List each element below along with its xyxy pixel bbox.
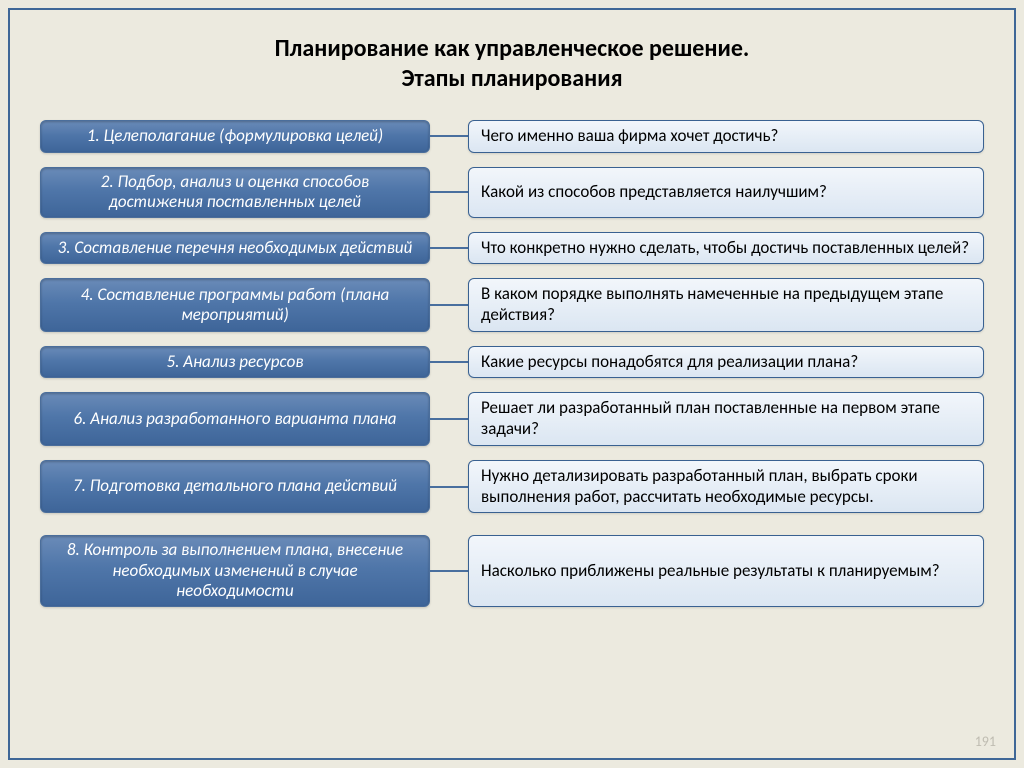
question-box: Насколько приближены реальные результаты… <box>468 535 984 606</box>
slide-number: 191 <box>975 733 996 750</box>
question-box: Нужно детализировать разработанный план,… <box>468 460 984 513</box>
question-text: Какой из способов представляется наилучш… <box>481 182 827 203</box>
stage-row: 1. Целеполагание (формулировка целей) Че… <box>40 120 984 153</box>
stage-label: 7. Подготовка детального плана действий <box>73 476 397 496</box>
connector <box>430 232 468 265</box>
stage-box: 8. Контроль за выполнением плана, внесен… <box>40 535 430 606</box>
question-box: В каком порядке выполнять намеченные на … <box>468 278 984 331</box>
question-box: Какой из способов представляется наилучш… <box>468 167 984 218</box>
question-text: В каком порядке выполнять намеченные на … <box>481 284 971 325</box>
stage-label: 5. Анализ ресурсов <box>167 352 304 372</box>
stage-row: 6. Анализ разработанного варианта плана … <box>40 392 984 445</box>
stage-box: 6. Анализ разработанного варианта плана <box>40 392 430 445</box>
stage-label: 6. Анализ разработанного варианта плана <box>73 409 396 429</box>
stage-row: 3. Составление перечня необходимых дейст… <box>40 232 984 265</box>
connector <box>430 346 468 379</box>
connector <box>430 278 468 331</box>
title-line-1: Планирование как управленческое решение. <box>275 34 750 63</box>
stage-label: 8. Контроль за выполнением плана, внесен… <box>55 540 415 601</box>
stage-box: 4. Составление программы работ (плана ме… <box>40 278 430 331</box>
connector <box>430 392 468 445</box>
stage-label: 1. Целеполагание (формулировка целей) <box>87 126 383 146</box>
stage-row: 5. Анализ ресурсов Какие ресурсы понадоб… <box>40 346 984 379</box>
question-text: Решает ли разработанный план поставленны… <box>481 398 971 439</box>
stage-row: 8. Контроль за выполнением плана, внесен… <box>40 535 984 606</box>
stage-box: 1. Целеполагание (формулировка целей) <box>40 120 430 153</box>
stage-box: 5. Анализ ресурсов <box>40 346 430 379</box>
connector <box>430 460 468 513</box>
question-box: Решает ли разработанный план поставленны… <box>468 392 984 445</box>
stage-label: 4. Составление программы работ (плана ме… <box>55 285 415 326</box>
question-text: Нужно детализировать разработанный план,… <box>481 466 971 507</box>
question-box: Какие ресурсы понадобятся для реализации… <box>468 346 984 379</box>
question-box: Что конкретно нужно сделать, чтобы дости… <box>468 232 984 265</box>
connector <box>430 535 468 606</box>
question-text: Чего именно ваша фирма хочет достичь? <box>481 126 778 147</box>
question-text: Насколько приближены реальные результаты… <box>481 561 940 582</box>
stage-box: 7. Подготовка детального плана действий <box>40 460 430 513</box>
connector <box>430 120 468 153</box>
stage-row: 7. Подготовка детального плана действий … <box>40 460 984 513</box>
question-box: Чего именно ваша фирма хочет достичь? <box>468 120 984 153</box>
rows-container: 1. Целеполагание (формулировка целей) Че… <box>40 120 984 607</box>
question-text: Что конкретно нужно сделать, чтобы дости… <box>481 238 969 259</box>
stage-box: 3. Составление перечня необходимых дейст… <box>40 232 430 265</box>
slide: Планирование как управленческое решение.… <box>0 0 1024 768</box>
stage-label: 3. Составление перечня необходимых дейст… <box>58 238 413 258</box>
slide-frame: Планирование как управленческое решение.… <box>8 8 1016 760</box>
stage-row: 2. Подбор, анализ и оценка способов дост… <box>40 167 984 218</box>
connector <box>430 167 468 218</box>
stage-row: 4. Составление программы работ (плана ме… <box>40 278 984 331</box>
slide-title: Планирование как управленческое решение.… <box>40 34 984 94</box>
question-text: Какие ресурсы понадобятся для реализации… <box>481 352 858 373</box>
stage-box: 2. Подбор, анализ и оценка способов дост… <box>40 167 430 218</box>
title-line-2: Этапы планирования <box>401 64 622 93</box>
stage-label: 2. Подбор, анализ и оценка способов дост… <box>55 172 415 213</box>
